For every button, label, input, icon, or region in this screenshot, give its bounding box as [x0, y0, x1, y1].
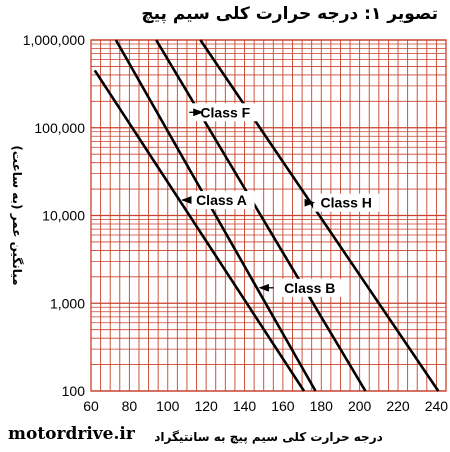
x-axis-label: درجه حرارت کلی سیم پیچ به سانتیگراد [154, 430, 383, 444]
series-annotation: Class F [200, 104, 250, 120]
annotation-background [188, 191, 255, 210]
x-tick-label: 240 [425, 398, 449, 414]
series-line [93, 69, 306, 392]
chart-title: تصویر ۱: درجه حرارت کلی سیم پیچ [141, 4, 438, 24]
y-axis-label: میانگین عمر (به ساعت) [10, 145, 24, 285]
annotation-background [313, 193, 380, 212]
y-tick-label: 1,000,000 [23, 32, 85, 48]
annotation-background [276, 278, 343, 297]
x-tick-label: 140 [233, 398, 257, 414]
x-tick-label: 200 [348, 398, 372, 414]
site-watermark: motordrive.ir [8, 424, 135, 444]
series-annotation: Class B [284, 280, 335, 296]
series-line [114, 39, 317, 392]
plot-border [90, 39, 447, 392]
x-tick-label: 60 [83, 398, 99, 414]
x-tick-label: 180 [310, 398, 334, 414]
series-annotation: Class H [321, 195, 372, 211]
y-tick-label: 100 [62, 383, 86, 399]
x-tick-label: 220 [386, 398, 410, 414]
series-line [155, 39, 367, 392]
series-line [199, 39, 440, 392]
y-tick-label: 1,000 [50, 295, 85, 311]
y-tick-label: 100,000 [34, 120, 85, 136]
x-tick-label: 80 [122, 398, 138, 414]
series-annotation: Class A [196, 192, 247, 208]
x-tick-label: 100 [156, 398, 180, 414]
y-tick-label: 10,000 [42, 208, 85, 224]
x-tick-label: 120 [194, 398, 218, 414]
x-tick-label: 160 [271, 398, 295, 414]
annotation-background [192, 103, 259, 122]
